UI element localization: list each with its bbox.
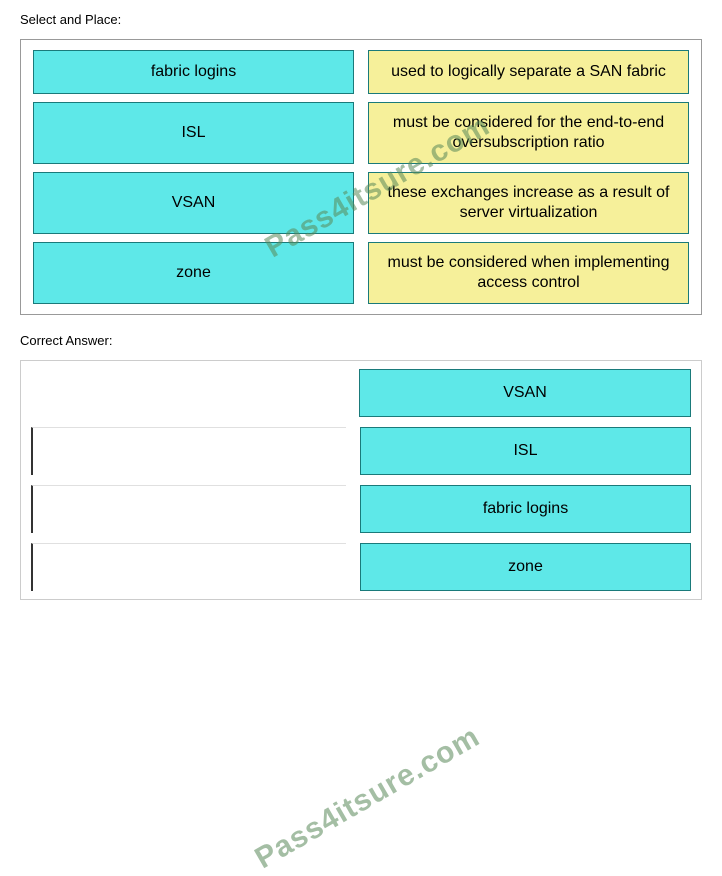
drop-target-0[interactable]: used to logically separate a SAN fabric (368, 50, 689, 94)
answer-box-vsan: VSAN (359, 369, 691, 417)
question-row: fabric logins used to logically separate… (33, 50, 689, 94)
answer-box-zone: zone (360, 543, 691, 591)
select-place-label: Select and Place: (20, 12, 702, 27)
question-panel: Pass4itsure.com fabric logins used to lo… (20, 39, 702, 315)
drag-item-zone[interactable]: zone (33, 242, 354, 304)
answer-panel: Pass4itsure.com VSAN ISL fabric logins z… (20, 360, 702, 600)
correct-answer-label: Correct Answer: (20, 333, 702, 348)
answer-box-fabric-logins: fabric logins (360, 485, 691, 533)
answer-row: VSAN (31, 369, 691, 417)
drag-item-fabric-logins[interactable]: fabric logins (33, 50, 354, 94)
answer-box-isl: ISL (360, 427, 691, 475)
answer-row: ISL (31, 427, 691, 475)
drop-target-2[interactable]: these exchanges increase as a result of … (368, 172, 689, 234)
answer-empty-slot (31, 485, 346, 533)
answer-row: zone (31, 543, 691, 591)
drag-item-isl[interactable]: ISL (33, 102, 354, 164)
drag-item-vsan[interactable]: VSAN (33, 172, 354, 234)
watermark-2: Pass4itsure.com (249, 720, 486, 876)
answer-empty-slot (31, 369, 345, 417)
question-row: ISL must be considered for the end-to-en… (33, 102, 689, 164)
answer-empty-slot (31, 543, 346, 591)
question-row: VSAN these exchanges increase as a resul… (33, 172, 689, 234)
answer-empty-slot (31, 427, 346, 475)
drop-target-3[interactable]: must be considered when implementing acc… (368, 242, 689, 304)
question-row: zone must be considered when implementin… (33, 242, 689, 304)
answer-row: fabric logins (31, 485, 691, 533)
drop-target-1[interactable]: must be considered for the end-to-end ov… (368, 102, 689, 164)
